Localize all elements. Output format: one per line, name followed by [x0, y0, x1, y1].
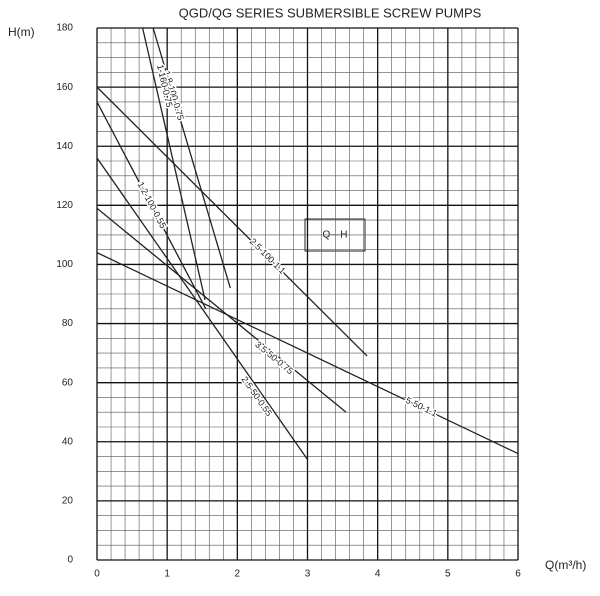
series-line — [152, 27, 231, 289]
y-tick-label: 0 — [67, 555, 73, 566]
series-line — [96, 252, 519, 455]
y-axis-label: H(m) — [8, 25, 35, 39]
y-tick-label: 160 — [56, 82, 73, 93]
x-axis-label: Q(m³/h) — [545, 558, 586, 572]
series-line — [96, 101, 207, 310]
x-tick-label: 5 — [445, 569, 451, 580]
series-line — [96, 157, 309, 460]
series-line — [96, 207, 347, 413]
y-tick-label: 140 — [56, 141, 73, 152]
series-label: 2.5-50-0.55 — [240, 375, 275, 418]
y-tick-label: 80 — [62, 318, 74, 329]
x-tick-label: 6 — [515, 569, 521, 580]
y-tick-label: 180 — [56, 23, 73, 34]
x-tick-label: 4 — [375, 569, 381, 580]
series-line — [96, 86, 368, 357]
y-tick-label: 100 — [56, 259, 73, 270]
y-tick-label: 60 — [62, 377, 74, 388]
y-tick-label: 40 — [62, 436, 74, 447]
y-tick-label: 20 — [62, 496, 74, 507]
x-tick-label: 0 — [94, 569, 100, 580]
x-tick-label: 2 — [235, 569, 241, 580]
x-tick-label: 3 — [305, 569, 311, 580]
x-tick-label: 1 — [164, 569, 170, 580]
y-tick-label: 120 — [56, 200, 73, 211]
series-label: 2.5-100-1.1 — [248, 236, 288, 276]
chart-title: QGD/QG SERIES SUBMERSIBLE SCREW PUMPS — [179, 5, 482, 20]
